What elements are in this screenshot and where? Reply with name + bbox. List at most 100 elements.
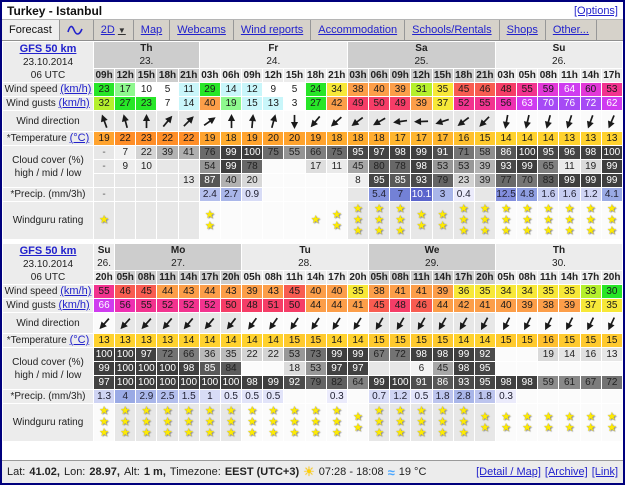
tab-schools-rentals[interactable]: Schools/Rentals [405, 20, 500, 40]
day-header-cell: Sa 25. [347, 42, 495, 68]
tab-webcams[interactable]: Webcams [170, 20, 234, 40]
wind-gust-cell: 56 [115, 299, 136, 312]
wind-gust-cell: 51 [263, 299, 284, 312]
precip-cell [284, 188, 305, 201]
cloud-high-cell: 99 [411, 146, 432, 159]
direction-cell [559, 111, 580, 131]
wind-gust-cell: 15 [242, 97, 263, 110]
rating-cell: ★ ★ [411, 202, 432, 239]
cloud-low-cell: 100 [136, 376, 157, 389]
wind-direction-label: Wind direction [3, 111, 93, 131]
direction-cell [305, 111, 326, 131]
cloud-low-cell: 79 [432, 174, 453, 187]
day-row: GFS 50 km 23.10.2014 06 UTC Su 26. Mo 27. Tu 28.… [3, 244, 622, 284]
temperature-cell: 19 [94, 132, 115, 145]
cloud-mid-cell: 99 [601, 160, 622, 173]
model-link[interactable]: GFS 50 km [19, 42, 77, 55]
direction-cell [347, 111, 369, 131]
precip-cell: 0.5 [411, 390, 432, 403]
wind-gust-cell: 50 [284, 299, 305, 312]
hour-header-cell: 12h [411, 69, 432, 82]
wind-arrow-icon [290, 317, 299, 330]
wind-arrow-icon [502, 114, 510, 129]
cloud-mid-cell: 97 [347, 362, 369, 375]
wind-speed-cell: 35 [432, 83, 453, 96]
tab-label: Schools/Rentals [412, 24, 492, 36]
wind-gusts-unit-link[interactable]: (km/h) [58, 299, 90, 311]
rating-cell: ★ ★ ★ [495, 202, 517, 239]
tab-label: Accommodation [318, 24, 398, 36]
tab-other-[interactable]: Other... [546, 20, 597, 40]
wind-gust-cell: 19 [220, 97, 242, 110]
rating-row: Windguru rating ★ ★ ★ ★ ★ ★ ★ ★ ★ ★ ★ ★ ★ ★ ★ ★ ★ ★ ★ ★ ★ ★ ★ ★ ★… [3, 404, 622, 441]
star-icon: ★ [204, 208, 215, 221]
precip-cell [136, 188, 157, 201]
wind-arrow-icon [269, 317, 278, 330]
day-header-cell: We 29. [369, 244, 495, 270]
wind-gust-cell: 76 [559, 97, 580, 110]
tab-accommodation[interactable]: Accommodation [311, 20, 406, 40]
direction-cell [495, 313, 517, 333]
hour-header-cell: 20h [220, 271, 242, 284]
wind-gusts-row: Wind gusts (km/h) 32 27 23 7 14 40 19 15 13 3 27 42 4… [3, 97, 622, 110]
detail-map-link[interactable]: [Detail / Map] [476, 466, 541, 478]
star-icon: ★ [353, 214, 363, 226]
tab-shops[interactable]: Shops [500, 20, 546, 40]
wind-speed-cell: 55 [94, 285, 115, 298]
cloud-mid-cell [263, 160, 284, 173]
rating-cell [263, 202, 284, 239]
precip-cell [305, 188, 326, 201]
cloud-low-cell: 72 [601, 376, 622, 389]
precip-cell: 1.2 [390, 390, 411, 403]
direction-cell [369, 313, 390, 333]
wind-speed-unit-link[interactable]: (km/h) [60, 83, 92, 95]
wind-arrow-icon [544, 316, 553, 330]
precip-cell: 2.4 [199, 188, 220, 201]
star-stack: ★ ★ ★ [242, 404, 262, 441]
precip-cell: 12.5 [495, 188, 517, 201]
temperature-cell: 18 [369, 132, 390, 145]
temperature-cell: 13 [157, 334, 178, 347]
tab-label: 2D [100, 24, 115, 36]
star-icon: ★ [141, 405, 152, 417]
wind-speed-unit-link[interactable]: (km/h) [60, 285, 92, 297]
tab-wind-reports[interactable]: Wind reports [234, 20, 312, 40]
direction-cell [157, 313, 178, 333]
cloud-low-cell: 64 [347, 376, 369, 389]
star-icon: ★ [247, 416, 258, 428]
cloud-mid-cell: 9 [115, 160, 136, 173]
star-icon: ★ [99, 416, 110, 428]
temperature-unit-link[interactable]: (°C) [69, 132, 90, 144]
star-icon: ★ [120, 405, 131, 417]
precip-cell: 0.3 [326, 390, 347, 403]
archive-link[interactable]: [Archive] [544, 466, 588, 478]
tab-wave-graph[interactable] [60, 20, 94, 40]
star-icon: ★ [331, 208, 342, 221]
wind-arrow-icon [413, 117, 429, 125]
temperature-cell: 15 [559, 334, 580, 347]
cloud-high-cell: 99 [326, 348, 347, 361]
temperature-cell: 15 [305, 334, 326, 347]
temperature-cell: 15 [495, 334, 517, 347]
tab-map[interactable]: Map [134, 20, 171, 40]
star-stack: ★ ★ ★ [221, 404, 241, 441]
options-link[interactable]: [Options] [573, 5, 618, 17]
hour-header-cell: 20h [94, 271, 115, 284]
wind-gust-cell: 52 [178, 299, 199, 312]
star-icon: ★ [204, 219, 215, 232]
wind-gusts-unit-link[interactable]: (km/h) [58, 97, 90, 109]
permalink-link[interactable]: [Link] [591, 466, 618, 478]
tab-2d[interactable]: 2D ▼ [94, 20, 134, 40]
star-stack: ★ ★ [538, 404, 558, 441]
model-link[interactable]: GFS 50 km [19, 244, 77, 257]
hour-header-cell: 18h [157, 69, 178, 82]
star-icon: ★ [183, 405, 194, 417]
direction-cell [220, 111, 242, 131]
wind-speed-cell: 45 [453, 83, 474, 96]
hour-header-cell: 14h [559, 271, 580, 284]
star-icon: ★ [331, 405, 342, 417]
wind-arrow-icon [459, 316, 468, 330]
tab-forecast[interactable]: Forecast [2, 20, 60, 40]
star-stack [263, 202, 283, 239]
temperature-unit-link[interactable]: (°C) [69, 334, 90, 346]
